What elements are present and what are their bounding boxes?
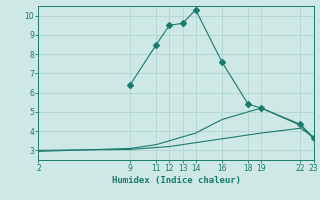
X-axis label: Humidex (Indice chaleur): Humidex (Indice chaleur) xyxy=(111,176,241,185)
